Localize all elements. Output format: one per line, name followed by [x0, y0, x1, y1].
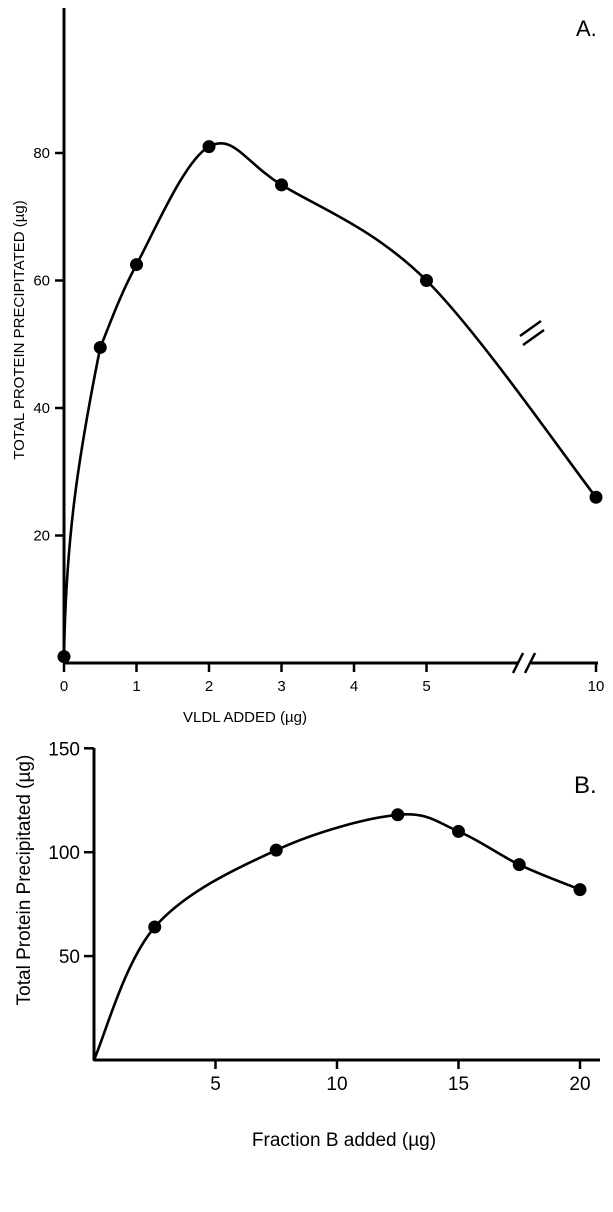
panel-a-axis-break: [511, 652, 537, 674]
panel-b-x-tick-label: 15: [448, 1074, 469, 1095]
panel-a-x-tick-label: 3: [277, 678, 285, 695]
panel-a-data-point: [93, 340, 107, 354]
panel-b-y-tick-label: 100: [48, 843, 80, 864]
panel-b-data-point: [452, 824, 465, 838]
panel-b-y-tick-label: 50: [59, 947, 80, 968]
panel-a-y-tick-label: 80: [33, 145, 50, 162]
panel-b-x-axis-label: Fraction B added (µg): [252, 1130, 436, 1151]
panel-a-curve: [62, 141, 598, 658]
panel-a-x-tick-label: 1: [132, 678, 140, 695]
panel-a-x-axis-label: VLDL ADDED (µg): [183, 709, 307, 726]
panel-a-curve-break: [519, 319, 545, 347]
panel-b-x-tick-label: 10: [326, 1074, 347, 1095]
panel-a-x-tick-label: 0: [60, 678, 68, 695]
panel-b-data-point: [148, 920, 162, 934]
panel-a-data-point: [130, 258, 143, 272]
panel-a-data-point: [202, 140, 216, 154]
panel-b-data-point: [269, 843, 283, 857]
panel-a-data-point: [589, 490, 603, 504]
panel-a-x-tick-label: 10: [588, 678, 605, 695]
panel-b-curve: [92, 812, 582, 1062]
panel-a-x-tick-label: 4: [350, 678, 358, 695]
panel-a-y-axis-label: TOTAL PROTEIN PRECIPITATED (µg): [11, 200, 28, 460]
panel-b-x-tick-label: 20: [569, 1074, 590, 1095]
panel-b-data-point: [391, 808, 405, 822]
panel-a-y-tick-label: 40: [33, 400, 50, 417]
panel-b-data-point: [573, 883, 587, 897]
panel-b-x-tick-label: 5: [210, 1074, 221, 1095]
panel-b-y-tick-label: 150: [48, 739, 80, 760]
panel-a-y-tick-label: 60: [33, 273, 50, 290]
panel-a-data-point: [57, 650, 71, 664]
panel-a-tag: A.: [576, 16, 597, 41]
panel-a-data-point: [275, 178, 288, 192]
panel-a: 0 1 2 3 4 5 10 20 40 60 80 TOTAL PROTEIN PRECIPITA…: [11, 8, 604, 726]
panel-b-y-axis-label: Total Protein Precipitated (µg): [14, 755, 35, 1006]
panel-a-x-tick-label: 2: [205, 678, 213, 695]
panel-a-x-tick-label: 5: [422, 678, 430, 695]
panel-a-y-tick-label: 20: [33, 528, 50, 545]
panel-a-data-point: [420, 274, 433, 287]
panel-b-tag: B.: [574, 772, 597, 799]
panel-b-data-point: [512, 858, 526, 872]
panel-b: 5 10 15 20 50 100 150 Total Protein Precipitat…: [14, 739, 600, 1151]
